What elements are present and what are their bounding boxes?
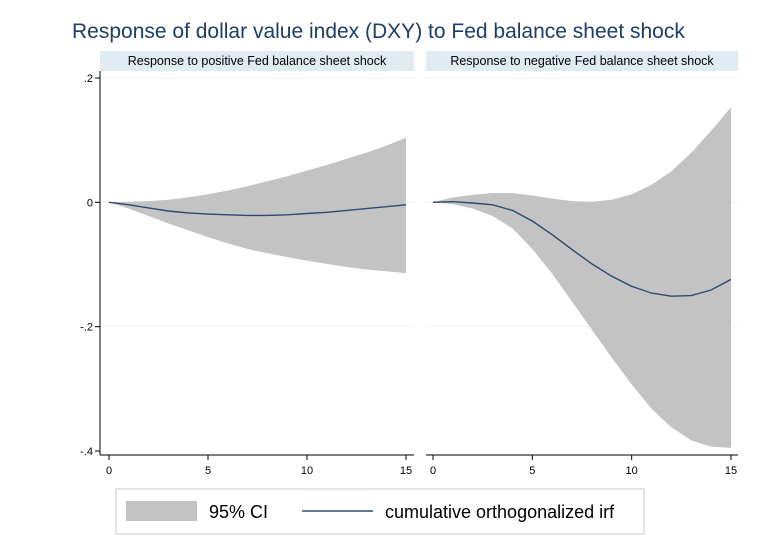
- x-tick-label-1-3: 15: [725, 465, 737, 477]
- y-tick-label-0: .2: [84, 73, 93, 85]
- ci-band-positive: [109, 137, 406, 274]
- x-tick-label-0-2: 10: [301, 465, 313, 477]
- x-tick-label-0-1: 5: [205, 465, 211, 477]
- ci-band-negative: [433, 107, 731, 448]
- x-tick-label-0-0: 0: [106, 465, 112, 477]
- y-tick-label-3: -.4: [80, 446, 93, 458]
- y-tick-label-2: -.2: [80, 322, 93, 334]
- x-tick-label-1-2: 10: [626, 465, 638, 477]
- chart-title: Response of dollar value index (DXY) to …: [72, 20, 685, 43]
- legend: 95% CI cumulative orthogonalized irf: [115, 488, 645, 535]
- legend-label-irf: cumulative orthogonalized irf: [385, 502, 615, 522]
- x-axis-positive: 0 5 10 15: [100, 454, 414, 477]
- panel-strip-positive: [100, 51, 414, 71]
- x-tick-label-0-3: 15: [400, 465, 412, 477]
- legend-box: [115, 488, 645, 535]
- y-axis: .2 0 -.2 -.4: [80, 71, 101, 458]
- legend-label-ci: 95% CI: [209, 502, 268, 522]
- panel-strip-negative: [426, 51, 738, 71]
- legend-swatch-ci: [126, 501, 197, 521]
- panel-label-positive: Response to positive Fed balance sheet s…: [128, 54, 387, 68]
- x-axis-negative: 0 5 10 15: [426, 454, 738, 477]
- x-tick-label-1-0: 0: [430, 465, 436, 477]
- x-tick-label-1-1: 5: [529, 465, 535, 477]
- panel-positive-shock: Response to positive Fed balance sheet s…: [100, 51, 414, 328]
- panel-label-negative: Response to negative Fed balance sheet s…: [450, 54, 714, 68]
- irf-line-positive: [108, 201, 407, 217]
- y-tick-label-1: 0: [87, 197, 93, 209]
- irf-line-negative: [432, 200, 732, 297]
- panel-negative-shock: Response to negative Fed balance sheet s…: [426, 51, 738, 448]
